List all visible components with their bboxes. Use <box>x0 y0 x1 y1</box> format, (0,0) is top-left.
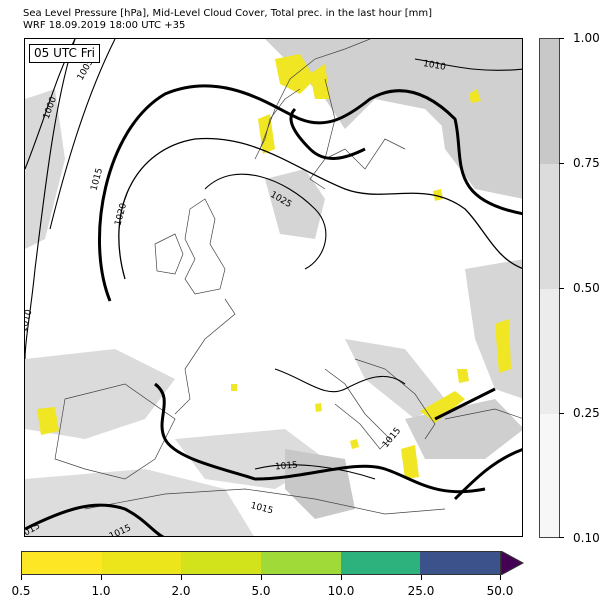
precip-colorbar-tick <box>500 575 501 580</box>
coastline-iberia <box>54 383 176 480</box>
precip-colorbar-label: 2.0 <box>171 584 191 598</box>
precipitation-colorbar <box>21 551 501 575</box>
cloud-patch <box>25 469 254 536</box>
map-canvas: 1005 1000 1010 1015 1020 1025 1010 1015 … <box>25 39 522 537</box>
cloud-colorbar-segment <box>540 39 559 164</box>
precip-colorbar-label: 10.0 <box>327 584 355 598</box>
precip-colorbar-segment <box>340 552 421 574</box>
cloud-patch <box>25 89 65 249</box>
coastline-ireland <box>154 233 184 275</box>
precip-colorbar-segment <box>261 552 341 574</box>
coastline-balkans <box>354 358 436 440</box>
cloud-patch <box>25 349 175 439</box>
precip-patch <box>433 189 443 201</box>
map-subtitle: WRF 18.09.2019 18:00 UTC +35 <box>23 20 186 31</box>
precip-patch <box>350 439 359 449</box>
isobar-label: 1010 <box>422 59 447 73</box>
isobar-label: 1015 <box>25 521 42 537</box>
isobar-layer <box>25 39 522 536</box>
cloud-colorbar-segment <box>540 289 559 414</box>
isobar-1005 <box>49 39 116 230</box>
precip-colorbar-label: 1.0 <box>91 584 111 598</box>
isobar-1015-med <box>254 464 376 480</box>
precip-patch <box>275 54 315 94</box>
precip-patch <box>420 391 465 423</box>
coastline-baltic <box>324 138 406 170</box>
map-title: Sea Level Pressure [hPa], Mid-Level Clou… <box>23 8 433 19</box>
coastline-turkey <box>444 408 522 420</box>
precip-colorbar-tick <box>261 575 262 580</box>
cloud-patch <box>265 169 325 239</box>
precip-colorbar-segment <box>101 552 182 574</box>
precip-patch <box>401 445 419 479</box>
precip-patch <box>469 89 481 103</box>
cloud-colorbar-tick <box>559 413 564 414</box>
precip-colorbar-extend-arrow <box>501 551 525 575</box>
precip-colorbar-tick <box>21 575 22 580</box>
precip-colorbar-tick <box>421 575 422 580</box>
cloud-colorbar-segment <box>540 164 559 289</box>
isobar-label: 1015 <box>381 426 403 450</box>
precip-colorbar-label: 5.0 <box>251 584 271 598</box>
isobar-label: 1015 <box>249 501 274 517</box>
isobar-label: 1015 <box>275 461 299 473</box>
cloud-colorbar-tick <box>559 163 564 164</box>
cloud-cover-colorbar <box>539 38 560 538</box>
precip-colorbar-label: 25.0 <box>407 584 435 598</box>
precip-patch <box>495 319 511 373</box>
isobar-1015-se <box>453 448 522 501</box>
isobar-label: 1015 <box>90 167 106 192</box>
precip-colorbar-segment <box>181 552 262 574</box>
cloud-colorbar-label: 0.25 <box>573 406 600 420</box>
precip-colorbar-tick <box>181 575 182 580</box>
cloud-colorbar-label: 0.75 <box>573 156 600 170</box>
isobar-1015-east <box>289 107 366 160</box>
isobar-1015-south <box>154 382 486 494</box>
cloud-colorbar-segment <box>540 414 559 537</box>
coastline-britain <box>184 198 226 295</box>
precip-patch <box>315 403 322 412</box>
cloud-colorbar-label: 0.50 <box>573 281 600 295</box>
isobar-1015-thick <box>98 84 522 302</box>
isobar-1015-mid <box>274 368 406 393</box>
isobar-label: 1020 <box>114 202 130 227</box>
coastline-italy <box>324 368 391 450</box>
isobar-1010-ne <box>414 58 522 71</box>
precip-colorbar-label: 50.0 <box>486 584 514 598</box>
precipitation-layer <box>37 54 511 479</box>
forecast-time-label: 05 UTC Fri <box>29 44 100 63</box>
isobar-1015-sw <box>25 503 165 536</box>
precip-colorbar-segment <box>22 552 102 574</box>
coastline-north-africa <box>84 488 446 515</box>
precip-patch <box>457 369 469 383</box>
precip-patch <box>37 407 59 435</box>
cloud-colorbar-label: 0.10 <box>573 531 600 545</box>
precip-colorbar-tick <box>341 575 342 580</box>
cloud-colorbar-tick <box>559 38 564 39</box>
cloud-patch <box>465 259 522 399</box>
isobar-1015-balkans <box>434 387 496 421</box>
precip-colorbar-label: 0.5 <box>11 584 31 598</box>
isobar-1010-west <box>25 39 76 360</box>
precip-colorbar-segment <box>420 552 501 574</box>
isobar-label: 1010 <box>25 308 35 333</box>
weather-map: 1005 1000 1010 1015 1020 1025 1010 1015 … <box>24 38 523 537</box>
isobar-1020 <box>118 137 522 280</box>
coastline-norway <box>254 88 301 160</box>
cloud-colorbar-tick <box>559 537 564 538</box>
coastline-europe-west <box>174 298 236 415</box>
cloud-colorbar-tick <box>559 288 564 289</box>
cloud-patch <box>435 69 522 199</box>
cloud-colorbar-label: 1.00 <box>573 31 600 45</box>
isobar-1025 <box>204 173 327 270</box>
precip-patch <box>310 64 330 99</box>
precip-patch <box>231 384 237 391</box>
coastline-layer <box>54 39 522 515</box>
cloud-patch <box>285 449 355 519</box>
precip-colorbar-tick <box>101 575 102 580</box>
